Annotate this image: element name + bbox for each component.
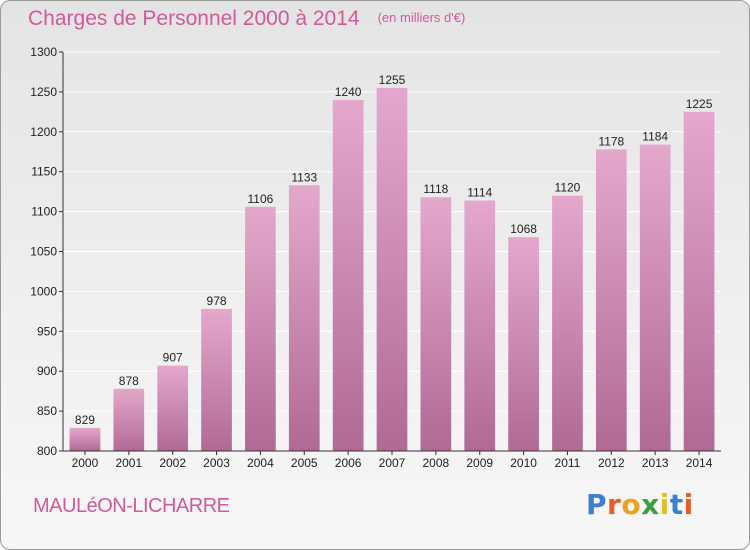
value-label-2000: 829 bbox=[75, 413, 95, 427]
value-label-2002: 907 bbox=[163, 351, 183, 365]
x-tick-label-2000: 2000 bbox=[72, 456, 99, 470]
x-tick-label-2008: 2008 bbox=[423, 456, 450, 470]
x-tick-label-2005: 2005 bbox=[291, 456, 318, 470]
logo-letter: r bbox=[607, 488, 622, 521]
value-label-2001: 878 bbox=[119, 374, 139, 388]
y-tick-label-1200: 1200 bbox=[30, 125, 57, 139]
y-tick-label-1150: 1150 bbox=[31, 165, 57, 179]
bar-2000 bbox=[69, 427, 101, 451]
chart-subtitle: (en milliers d'€) bbox=[377, 10, 466, 25]
proxiti-logo[interactable]: Proxiti bbox=[586, 488, 694, 521]
value-label-2010: 1068 bbox=[510, 222, 537, 236]
x-tick-label-2013: 2013 bbox=[642, 456, 669, 470]
x-tick-label-2002: 2002 bbox=[159, 456, 186, 470]
axes bbox=[59, 51, 721, 455]
logo-letter: t bbox=[669, 488, 684, 521]
bar-2003 bbox=[201, 308, 232, 451]
logo-letter: i bbox=[683, 488, 694, 521]
value-label-2012: 1178 bbox=[598, 134, 624, 148]
x-tick-label-2010: 2010 bbox=[510, 456, 537, 470]
bar-2002 bbox=[157, 365, 189, 451]
x-tick-label-2003: 2003 bbox=[203, 456, 230, 470]
bar-2007 bbox=[376, 87, 408, 451]
y-tick-label-1050: 1050 bbox=[30, 245, 57, 259]
bar-2009 bbox=[464, 200, 496, 451]
logo-letter: i bbox=[659, 488, 670, 521]
y-tick-label-850: 850 bbox=[37, 404, 57, 418]
value-label-2007: 1255 bbox=[379, 73, 406, 87]
value-label-2013: 1184 bbox=[642, 130, 668, 144]
x-tick-label-2004: 2004 bbox=[247, 456, 274, 470]
chart-title: Charges de Personnel 2000 à 2014 bbox=[28, 7, 360, 30]
bar-2005 bbox=[288, 185, 320, 452]
bar-2004 bbox=[245, 206, 276, 451]
bar-2001 bbox=[113, 388, 145, 451]
x-tick-label-2014: 2014 bbox=[686, 456, 713, 470]
y-tick-label-1250: 1250 bbox=[30, 85, 57, 99]
title-row: Charges de Personnel 2000 à 2014 (en mil… bbox=[28, 7, 465, 31]
value-label-2011: 1120 bbox=[555, 181, 581, 195]
value-label-2009: 1114 bbox=[467, 185, 492, 199]
value-label-2003: 978 bbox=[207, 294, 227, 308]
y-tick-label-900: 900 bbox=[37, 364, 57, 378]
commune-name: MAULéON-LICHARRE bbox=[33, 495, 230, 517]
bar-2013 bbox=[639, 144, 671, 451]
bar-2010 bbox=[508, 237, 539, 451]
x-tick-label-2009: 2009 bbox=[466, 456, 493, 470]
x-tick-label-2012: 2012 bbox=[598, 456, 625, 470]
bar-2012 bbox=[595, 149, 627, 451]
x-tick-label-2006: 2006 bbox=[335, 456, 362, 470]
bar-2008 bbox=[420, 197, 452, 451]
bar-2006 bbox=[332, 99, 364, 451]
logo-letter: o bbox=[621, 488, 642, 521]
value-label-2008: 1118 bbox=[423, 182, 448, 196]
bar-2011 bbox=[552, 195, 583, 451]
x-tick-label-2001: 2001 bbox=[115, 456, 142, 470]
x-tick-label-2007: 2007 bbox=[379, 456, 406, 470]
y-tick-label-800: 800 bbox=[37, 444, 57, 458]
value-label-2005: 1133 bbox=[291, 170, 317, 184]
bars bbox=[69, 87, 715, 452]
x-tick-label-2011: 2011 bbox=[555, 456, 581, 470]
bar-2014 bbox=[683, 111, 715, 451]
logo-letter: x bbox=[641, 488, 660, 521]
logo-letter: P bbox=[586, 488, 608, 521]
labels: 800 850 900 950 1000 1050 1100 1150 1200 1250 1300… bbox=[30, 45, 712, 470]
value-label-2006: 1240 bbox=[335, 85, 362, 99]
value-label-2004: 1106 bbox=[247, 192, 273, 206]
value-label-2014: 1225 bbox=[686, 97, 713, 111]
y-tick-label-1300: 1300 bbox=[30, 45, 57, 59]
y-tick-label-1000: 1000 bbox=[30, 284, 57, 298]
y-tick-label-1100: 1100 bbox=[31, 205, 57, 219]
y-tick-label-950: 950 bbox=[37, 324, 57, 338]
